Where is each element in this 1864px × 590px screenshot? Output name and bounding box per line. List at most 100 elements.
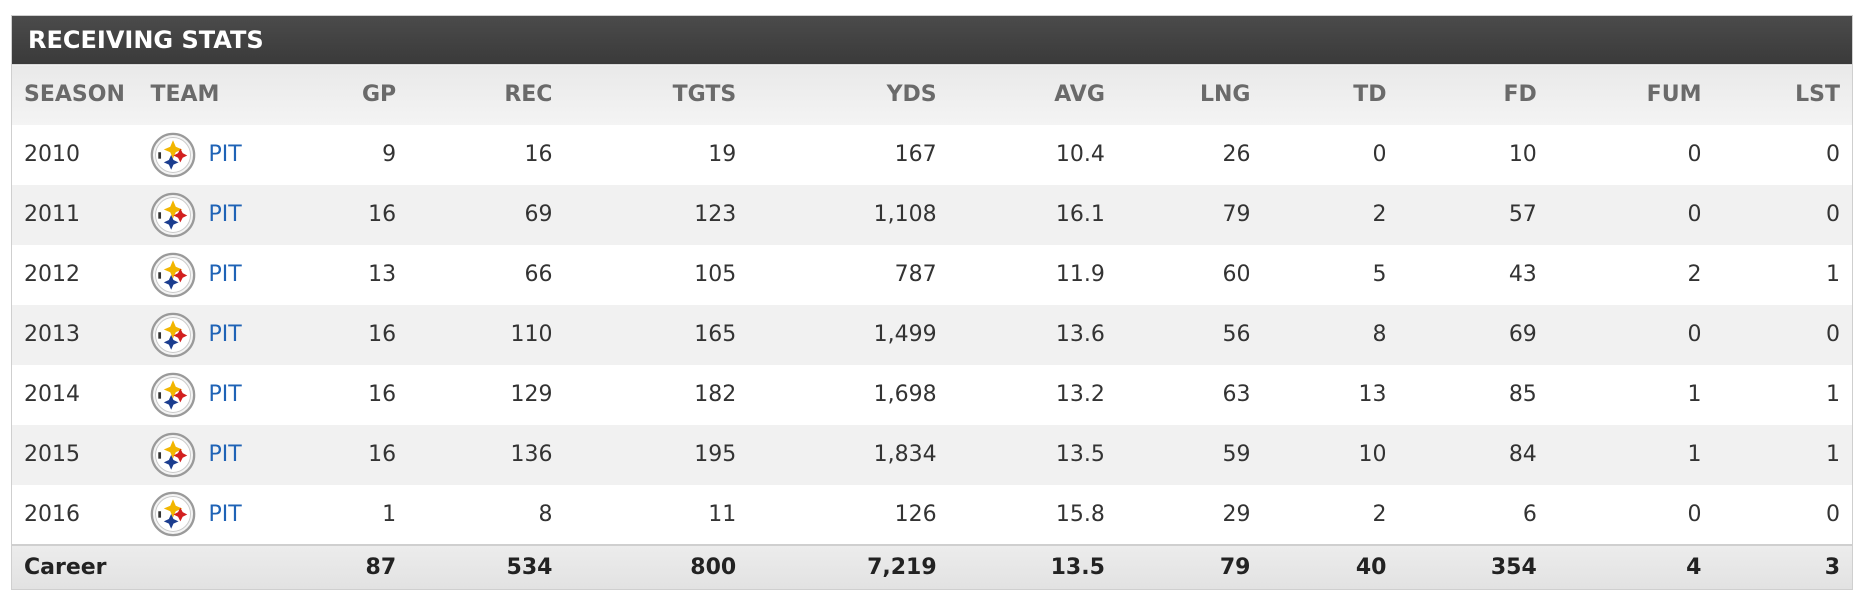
team-cell-content: PIT <box>150 132 305 178</box>
rec-cell: 16 <box>408 124 565 185</box>
gp-cell: 9 <box>317 124 409 185</box>
team-cell: PIT <box>138 184 318 245</box>
team-cell-content: PIT <box>150 312 305 358</box>
avg-cell: 11.9 <box>948 244 1117 305</box>
steelers-logo-icon <box>150 132 196 178</box>
td-cell: 0 <box>1262 124 1399 185</box>
team-link[interactable]: PIT <box>208 442 242 467</box>
rec-cell: 110 <box>408 304 565 365</box>
team-link[interactable]: PIT <box>208 262 242 287</box>
team-cell: PIT <box>138 484 318 545</box>
yds-cell: 787 <box>748 244 949 305</box>
col-header-td[interactable]: TD <box>1262 64 1399 125</box>
receiving-stats-panel: RECEIVING STATS SEASON TEAM GP REC TGTS … <box>11 15 1853 590</box>
career-avg: 13.5 <box>948 543 1117 589</box>
td-cell: 10 <box>1262 424 1399 485</box>
fum-cell: 0 <box>1548 304 1714 365</box>
col-header-rec[interactable]: REC <box>408 64 565 125</box>
table-row: 2015 PIT 16 136 195 1,834 13.5 59 10 84 1 1 <box>12 424 1852 485</box>
rec-cell: 69 <box>408 184 565 245</box>
lng-cell: 63 <box>1116 364 1263 425</box>
lng-cell: 26 <box>1116 124 1263 185</box>
steelers-logo-icon <box>150 372 196 418</box>
gp-cell: 16 <box>317 424 409 485</box>
tgts-cell: 123 <box>564 184 749 245</box>
team-cell-content: PIT <box>150 432 305 478</box>
col-header-season[interactable]: SEASON <box>12 64 139 125</box>
team-cell: PIT <box>138 364 318 425</box>
td-cell: 5 <box>1262 244 1399 305</box>
season-cell: 2011 <box>12 184 139 245</box>
yds-cell: 1,108 <box>748 184 949 245</box>
gp-cell: 16 <box>317 304 409 365</box>
rec-cell: 8 <box>408 484 565 545</box>
section-title: RECEIVING STATS <box>12 16 1852 64</box>
team-link[interactable]: PIT <box>208 382 242 407</box>
col-header-fum[interactable]: FUM <box>1548 64 1714 125</box>
season-cell: 2012 <box>12 244 139 305</box>
fd-cell: 10 <box>1398 124 1549 185</box>
yds-cell: 1,834 <box>748 424 949 485</box>
tgts-cell: 195 <box>564 424 749 485</box>
team-link[interactable]: PIT <box>208 322 242 347</box>
career-gp: 87 <box>317 543 409 589</box>
col-header-lng[interactable]: LNG <box>1116 64 1263 125</box>
fd-cell: 57 <box>1398 184 1549 245</box>
table-row: 2011 PIT 16 69 123 1,108 16.1 79 2 57 0 0 <box>12 184 1852 245</box>
team-cell: PIT <box>138 424 318 485</box>
table-row: 2013 PIT 16 110 165 1,499 13.6 56 8 69 0 0 <box>12 304 1852 365</box>
fd-cell: 6 <box>1398 484 1549 545</box>
col-header-lst[interactable]: LST <box>1713 64 1852 125</box>
tgts-cell: 105 <box>564 244 749 305</box>
table-row: 2012 PIT 13 66 105 787 11.9 60 5 43 2 1 <box>12 244 1852 305</box>
table-row: 2016 PIT 1 8 11 126 15.8 29 2 6 0 0 <box>12 484 1852 545</box>
gp-cell: 16 <box>317 184 409 245</box>
gp-cell: 16 <box>317 364 409 425</box>
career-rec: 534 <box>408 543 565 589</box>
steelers-logo-icon <box>150 192 196 238</box>
career-yds: 7,219 <box>748 543 949 589</box>
avg-cell: 16.1 <box>948 184 1117 245</box>
avg-cell: 13.5 <box>948 424 1117 485</box>
td-cell: 8 <box>1262 304 1399 365</box>
career-fd: 354 <box>1398 543 1549 589</box>
team-cell: PIT <box>138 244 318 305</box>
tgts-cell: 11 <box>564 484 749 545</box>
col-header-avg[interactable]: AVG <box>948 64 1117 125</box>
team-cell: PIT <box>138 124 318 185</box>
team-cell-content: PIT <box>150 491 305 537</box>
gp-cell: 1 <box>317 484 409 545</box>
col-header-team[interactable]: TEAM <box>138 64 318 125</box>
yds-cell: 126 <box>748 484 949 545</box>
team-link[interactable]: PIT <box>208 202 242 227</box>
col-header-yds[interactable]: YDS <box>748 64 949 125</box>
lst-cell: 1 <box>1713 424 1852 485</box>
rec-cell: 66 <box>408 244 565 305</box>
col-header-tgts[interactable]: TGTS <box>564 64 749 125</box>
table-row: 2014 PIT 16 129 182 1,698 13.2 63 13 85 1 1 <box>12 364 1852 425</box>
career-lng: 79 <box>1116 543 1263 589</box>
team-link[interactable]: PIT <box>208 142 242 167</box>
fd-cell: 69 <box>1398 304 1549 365</box>
col-header-fd[interactable]: FD <box>1398 64 1549 125</box>
lng-cell: 60 <box>1116 244 1263 305</box>
fum-cell: 1 <box>1548 424 1714 485</box>
gp-cell: 13 <box>317 244 409 305</box>
header-row: SEASON TEAM GP REC TGTS YDS AVG LNG TD F… <box>12 64 1852 125</box>
career-lst: 3 <box>1713 543 1852 589</box>
col-header-gp[interactable]: GP <box>317 64 409 125</box>
fum-cell: 0 <box>1548 484 1714 545</box>
table-row: 2010 PIT 9 16 19 167 10.4 26 0 10 0 0 <box>12 124 1852 185</box>
career-label: Career <box>12 543 318 589</box>
team-cell-content: PIT <box>150 372 305 418</box>
season-cell: 2013 <box>12 304 139 365</box>
tgts-cell: 182 <box>564 364 749 425</box>
steelers-logo-icon <box>150 491 196 537</box>
td-cell: 13 <box>1262 364 1399 425</box>
stats-table: SEASON TEAM GP REC TGTS YDS AVG LNG TD F… <box>12 64 1852 589</box>
team-link[interactable]: PIT <box>208 501 242 527</box>
avg-cell: 15.8 <box>948 484 1117 545</box>
season-cell: 2014 <box>12 364 139 425</box>
fum-cell: 0 <box>1548 124 1714 185</box>
tgts-cell: 19 <box>564 124 749 185</box>
